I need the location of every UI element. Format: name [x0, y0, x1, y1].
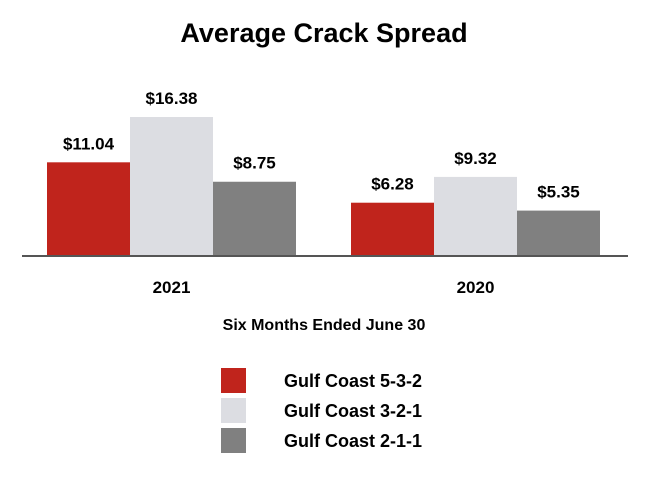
legend-swatch-1 [221, 368, 246, 393]
data-label-2021-1: $11.04 [63, 134, 115, 153]
data-label-2021-2: $16.38 [146, 89, 198, 108]
data-labels-group: $11.04 $16.38 $8.75 $6.28 $9.32 $5.35 [63, 89, 580, 202]
legend-label-1: Gulf Coast 5-3-2 [284, 371, 422, 391]
legend: Gulf Coast 5-3-2 Gulf Coast 3-2-1 Gulf Coa… [221, 368, 422, 453]
bar-2020-1 [351, 202, 434, 256]
legend-label-2: Gulf Coast 3-2-1 [284, 401, 422, 421]
bars-group [47, 117, 600, 256]
legend-swatch-3 [221, 428, 246, 453]
legend-label-3: Gulf Coast 2-1-1 [284, 431, 422, 451]
x-axis-label: Six Months Ended June 30 [223, 317, 426, 334]
x-tick-labels: 2021 2020 [153, 278, 495, 297]
bar-2021-1 [47, 162, 130, 256]
bar-2021-3 [213, 181, 296, 256]
bar-2020-3 [517, 210, 600, 256]
data-label-2021-3: $8.75 [233, 154, 276, 173]
x-tick-2021: 2021 [153, 278, 191, 297]
bar-2020-2 [434, 176, 517, 256]
x-tick-2020: 2020 [457, 278, 495, 297]
legend-swatch-2 [221, 398, 246, 423]
data-label-2020-2: $9.32 [454, 149, 497, 168]
chart-title: Average Crack Spread [180, 18, 467, 48]
data-label-2020-3: $5.35 [537, 183, 580, 202]
bar-2021-2 [130, 117, 213, 256]
data-label-2020-1: $6.28 [371, 175, 414, 194]
